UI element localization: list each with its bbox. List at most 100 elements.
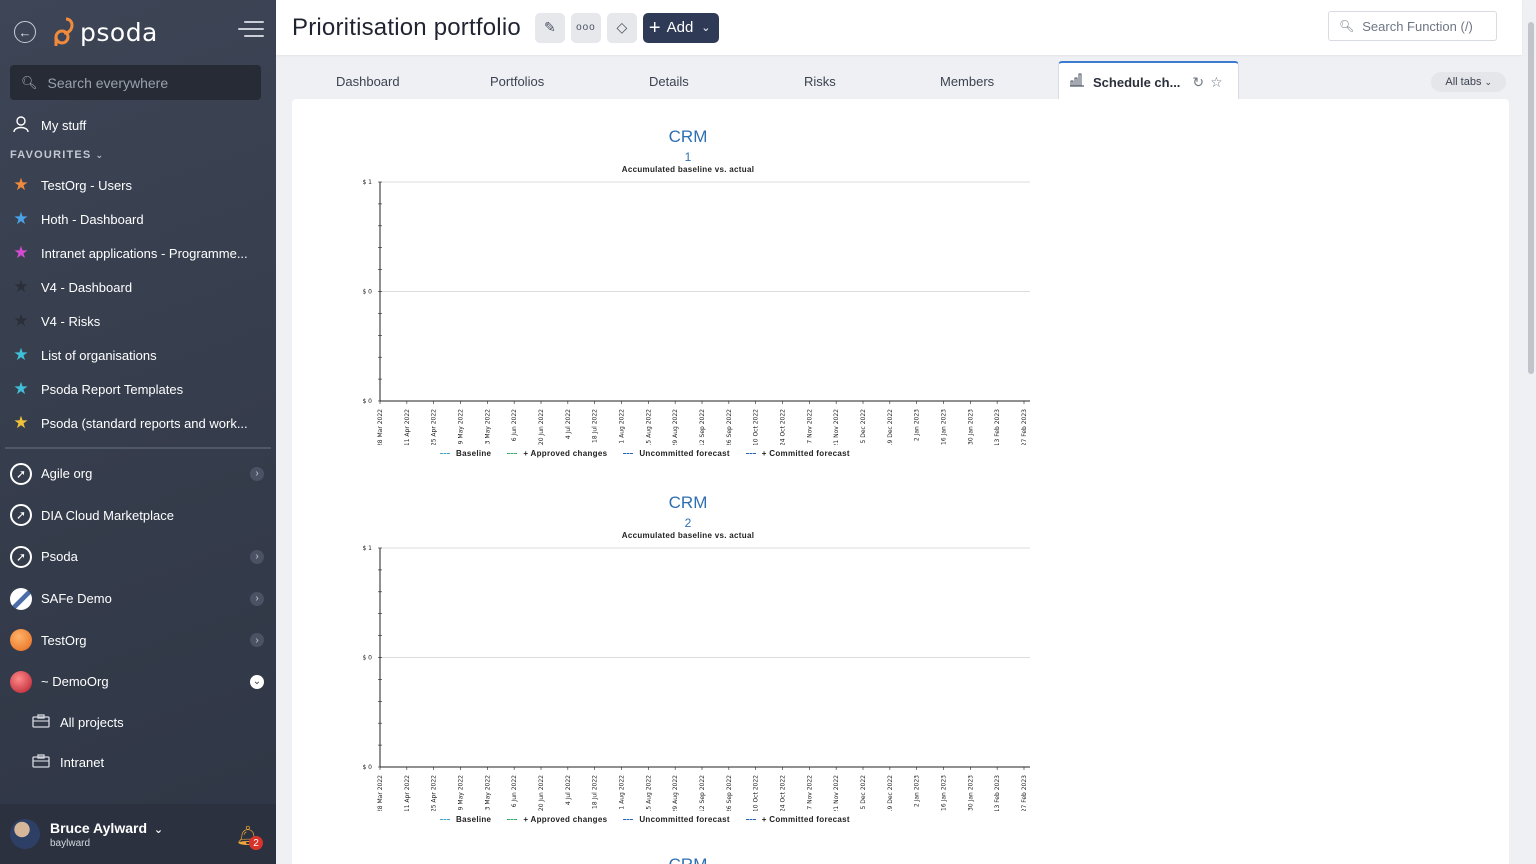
chart-y-tick-label: $ 0 <box>362 289 372 296</box>
chart-x-tick-label: 25 Apr 2022 <box>431 409 438 445</box>
chevron-down-icon[interactable]: ⌄ <box>250 674 264 689</box>
legend-item: Uncommitted forecast <box>623 449 729 458</box>
back-icon[interactable]: ← <box>14 21 36 43</box>
page-title: Prioritisation portfolio <box>292 13 521 41</box>
tab-details[interactable]: Details <box>649 74 689 89</box>
rocket-icon: ➚ <box>10 545 32 568</box>
chart-legend: Baseline + Approved changes Uncommitted fo… <box>440 449 866 458</box>
favourite-item[interactable]: ★ TestOrg - Users <box>0 168 276 202</box>
rocket-icon: ➚ <box>10 462 32 485</box>
chevron-right-icon[interactable]: › <box>250 633 264 648</box>
add-button[interactable]: + Add ⌄ <box>642 12 719 43</box>
more-options-button[interactable]: ooo <box>570 12 601 43</box>
chart-y-tick-label: $ 1 <box>362 179 372 186</box>
chart-x-tick-label: 6 Jun 2022 <box>511 409 518 441</box>
chevron-right-icon[interactable]: › <box>250 591 264 606</box>
sub-item-intranet[interactable]: Intranet <box>0 743 276 783</box>
legend-item: Uncommitted forecast <box>623 815 729 824</box>
org-item-testorg[interactable]: TestOrg › <box>0 619 276 661</box>
chart-x-tick-label: 20 Jun 2022 <box>538 409 545 445</box>
chart-x-tick-label: 2 Jan 2023 <box>914 775 921 807</box>
favourites-header[interactable]: FAVOURITES ⌄ <box>0 142 276 168</box>
orange-globe-icon <box>10 629 32 652</box>
page-scrollbar[interactable] <box>1528 22 1534 374</box>
chart-title: CRM <box>292 855 1084 864</box>
chevron-right-icon[interactable]: › <box>250 466 264 481</box>
chevron-down-icon: ⌄ <box>701 22 711 34</box>
user-bar[interactable]: Bruce Aylward ⌄ baylward 🔔︎ 2 <box>0 804 276 864</box>
chevron-right-icon[interactable]: › <box>250 549 264 564</box>
favourite-item[interactable]: ★ List of organisations <box>0 338 276 372</box>
legend-item: Baseline <box>440 449 491 458</box>
tab-risks[interactable]: Risks <box>804 74 836 89</box>
favourite-label: List of organisations <box>41 347 157 363</box>
chart-x-tick-label: 21 Nov 2022 <box>833 409 840 445</box>
org-item-demoorg[interactable]: ~ DemoOrg ⌄ <box>0 661 276 703</box>
org-item-dia-cloud-marketplace[interactable]: ➚ DIA Cloud Marketplace <box>0 495 276 537</box>
collapse-sidebar-icon[interactable] <box>238 21 264 41</box>
logo-text: psoda <box>80 17 158 47</box>
content-panel: CRM 1 Accumulated baseline vs. actual $ … <box>292 99 1509 864</box>
edit-button[interactable]: ✎ <box>534 12 565 43</box>
bar-chart-icon <box>1069 73 1085 91</box>
chart-x-tick-label: 13 Feb 2023 <box>994 409 1001 445</box>
favourite-item[interactable]: ★ Psoda (standard reports and work... <box>0 406 276 440</box>
chart-x-tick-label: 27 Feb 2023 <box>1021 409 1028 445</box>
chart-x-tick-label: 23 May 2022 <box>484 775 491 811</box>
chart-x-tick-label: 2 Jan 2023 <box>914 409 921 441</box>
global-search-input[interactable]: 🔍︎ Search everywhere <box>10 65 261 100</box>
org-item-psoda[interactable]: ➚ Psoda › <box>0 536 276 578</box>
psoda-logo[interactable]: psoda <box>52 17 158 47</box>
my-stuff-link[interactable]: My stuff <box>0 108 276 142</box>
favourite-item[interactable]: ★ V4 - Risks <box>0 304 276 338</box>
tag-button[interactable]: ◇ <box>606 12 637 43</box>
chart-x-tick-label: 24 Oct 2022 <box>780 775 787 811</box>
tab-members[interactable]: Members <box>940 74 995 89</box>
ellipsis-icon: ooo <box>576 22 596 33</box>
avatar[interactable] <box>10 819 40 849</box>
org-label: Agile org <box>41 466 93 482</box>
star-outline-icon[interactable]: ☆ <box>1210 73 1223 90</box>
chart-title: CRM <box>668 493 708 512</box>
chart-x-tick-label: 26 Sep 2022 <box>726 775 733 811</box>
all-tabs-dropdown[interactable]: All tabs ⌄ <box>1431 72 1506 92</box>
chevron-down-icon: ⌄ <box>1484 76 1492 87</box>
function-search-placeholder: Search Function (/) <box>1362 18 1473 34</box>
chart-x-tick-label: 10 Oct 2022 <box>753 409 760 445</box>
favourite-item[interactable]: ★ V4 - Dashboard <box>0 270 276 304</box>
legend-swatch <box>440 819 450 820</box>
user-info[interactable]: Bruce Aylward ⌄ baylward <box>50 820 163 849</box>
chart-x-tick-label: 7 Nov 2022 <box>806 409 813 444</box>
chart-x-tick-label: 4 Jul 2022 <box>565 775 572 805</box>
chart-subtitle: 2 <box>684 516 692 530</box>
chevron-down-icon: ⌄ <box>95 149 105 160</box>
favourite-label: Psoda (standard reports and work... <box>41 415 248 431</box>
refresh-icon[interactable]: ↻ <box>1192 73 1205 90</box>
chart-x-tick-label: 24 Oct 2022 <box>780 409 787 445</box>
chart-x-tick-label: 1 Aug 2022 <box>619 409 626 444</box>
tab-portfolios[interactable]: Portfolios <box>490 74 545 89</box>
chart-x-tick-label: 5 Dec 2022 <box>860 409 867 444</box>
tab-schedule-chart-label: Schedule ch... <box>1093 74 1181 90</box>
org-label: DIA Cloud Marketplace <box>41 507 174 523</box>
tab-schedule-chart[interactable]: Schedule ch... ↻ ☆ <box>1058 61 1239 101</box>
chart-y-tick-label: $ 1 <box>362 545 372 552</box>
add-button-label: Add <box>666 19 694 36</box>
sub-item-all-projects[interactable]: All projects <box>0 703 276 743</box>
org-item-safe-demo[interactable]: SAFe Demo › <box>0 578 276 620</box>
chart-x-tick-label: 15 Aug 2022 <box>645 775 652 811</box>
favourite-item[interactable]: ★ Hoth - Dashboard <box>0 202 276 236</box>
chart-x-tick-label: 6 Jun 2022 <box>511 775 518 807</box>
favourite-item[interactable]: ★ Psoda Report Templates <box>0 372 276 406</box>
org-item-agile-org[interactable]: ➚ Agile org › <box>0 453 276 495</box>
chart-x-tick-label: 11 Apr 2022 <box>404 775 411 811</box>
org-label: SAFe Demo <box>41 591 112 607</box>
tab-dashboard[interactable]: Dashboard <box>336 74 400 89</box>
mountain-icon <box>10 587 32 610</box>
chart-x-tick-label: 4 Jul 2022 <box>565 409 572 439</box>
legend-item: + Approved changes <box>507 449 607 458</box>
legend-label: + Committed forecast <box>761 815 850 824</box>
chart-x-tick-label: 28 Mar 2022 <box>377 775 384 811</box>
favourite-item[interactable]: ★ Intranet applications - Programme... <box>0 236 276 270</box>
function-search-input[interactable]: 🔍︎ Search Function (/) <box>1328 11 1497 41</box>
